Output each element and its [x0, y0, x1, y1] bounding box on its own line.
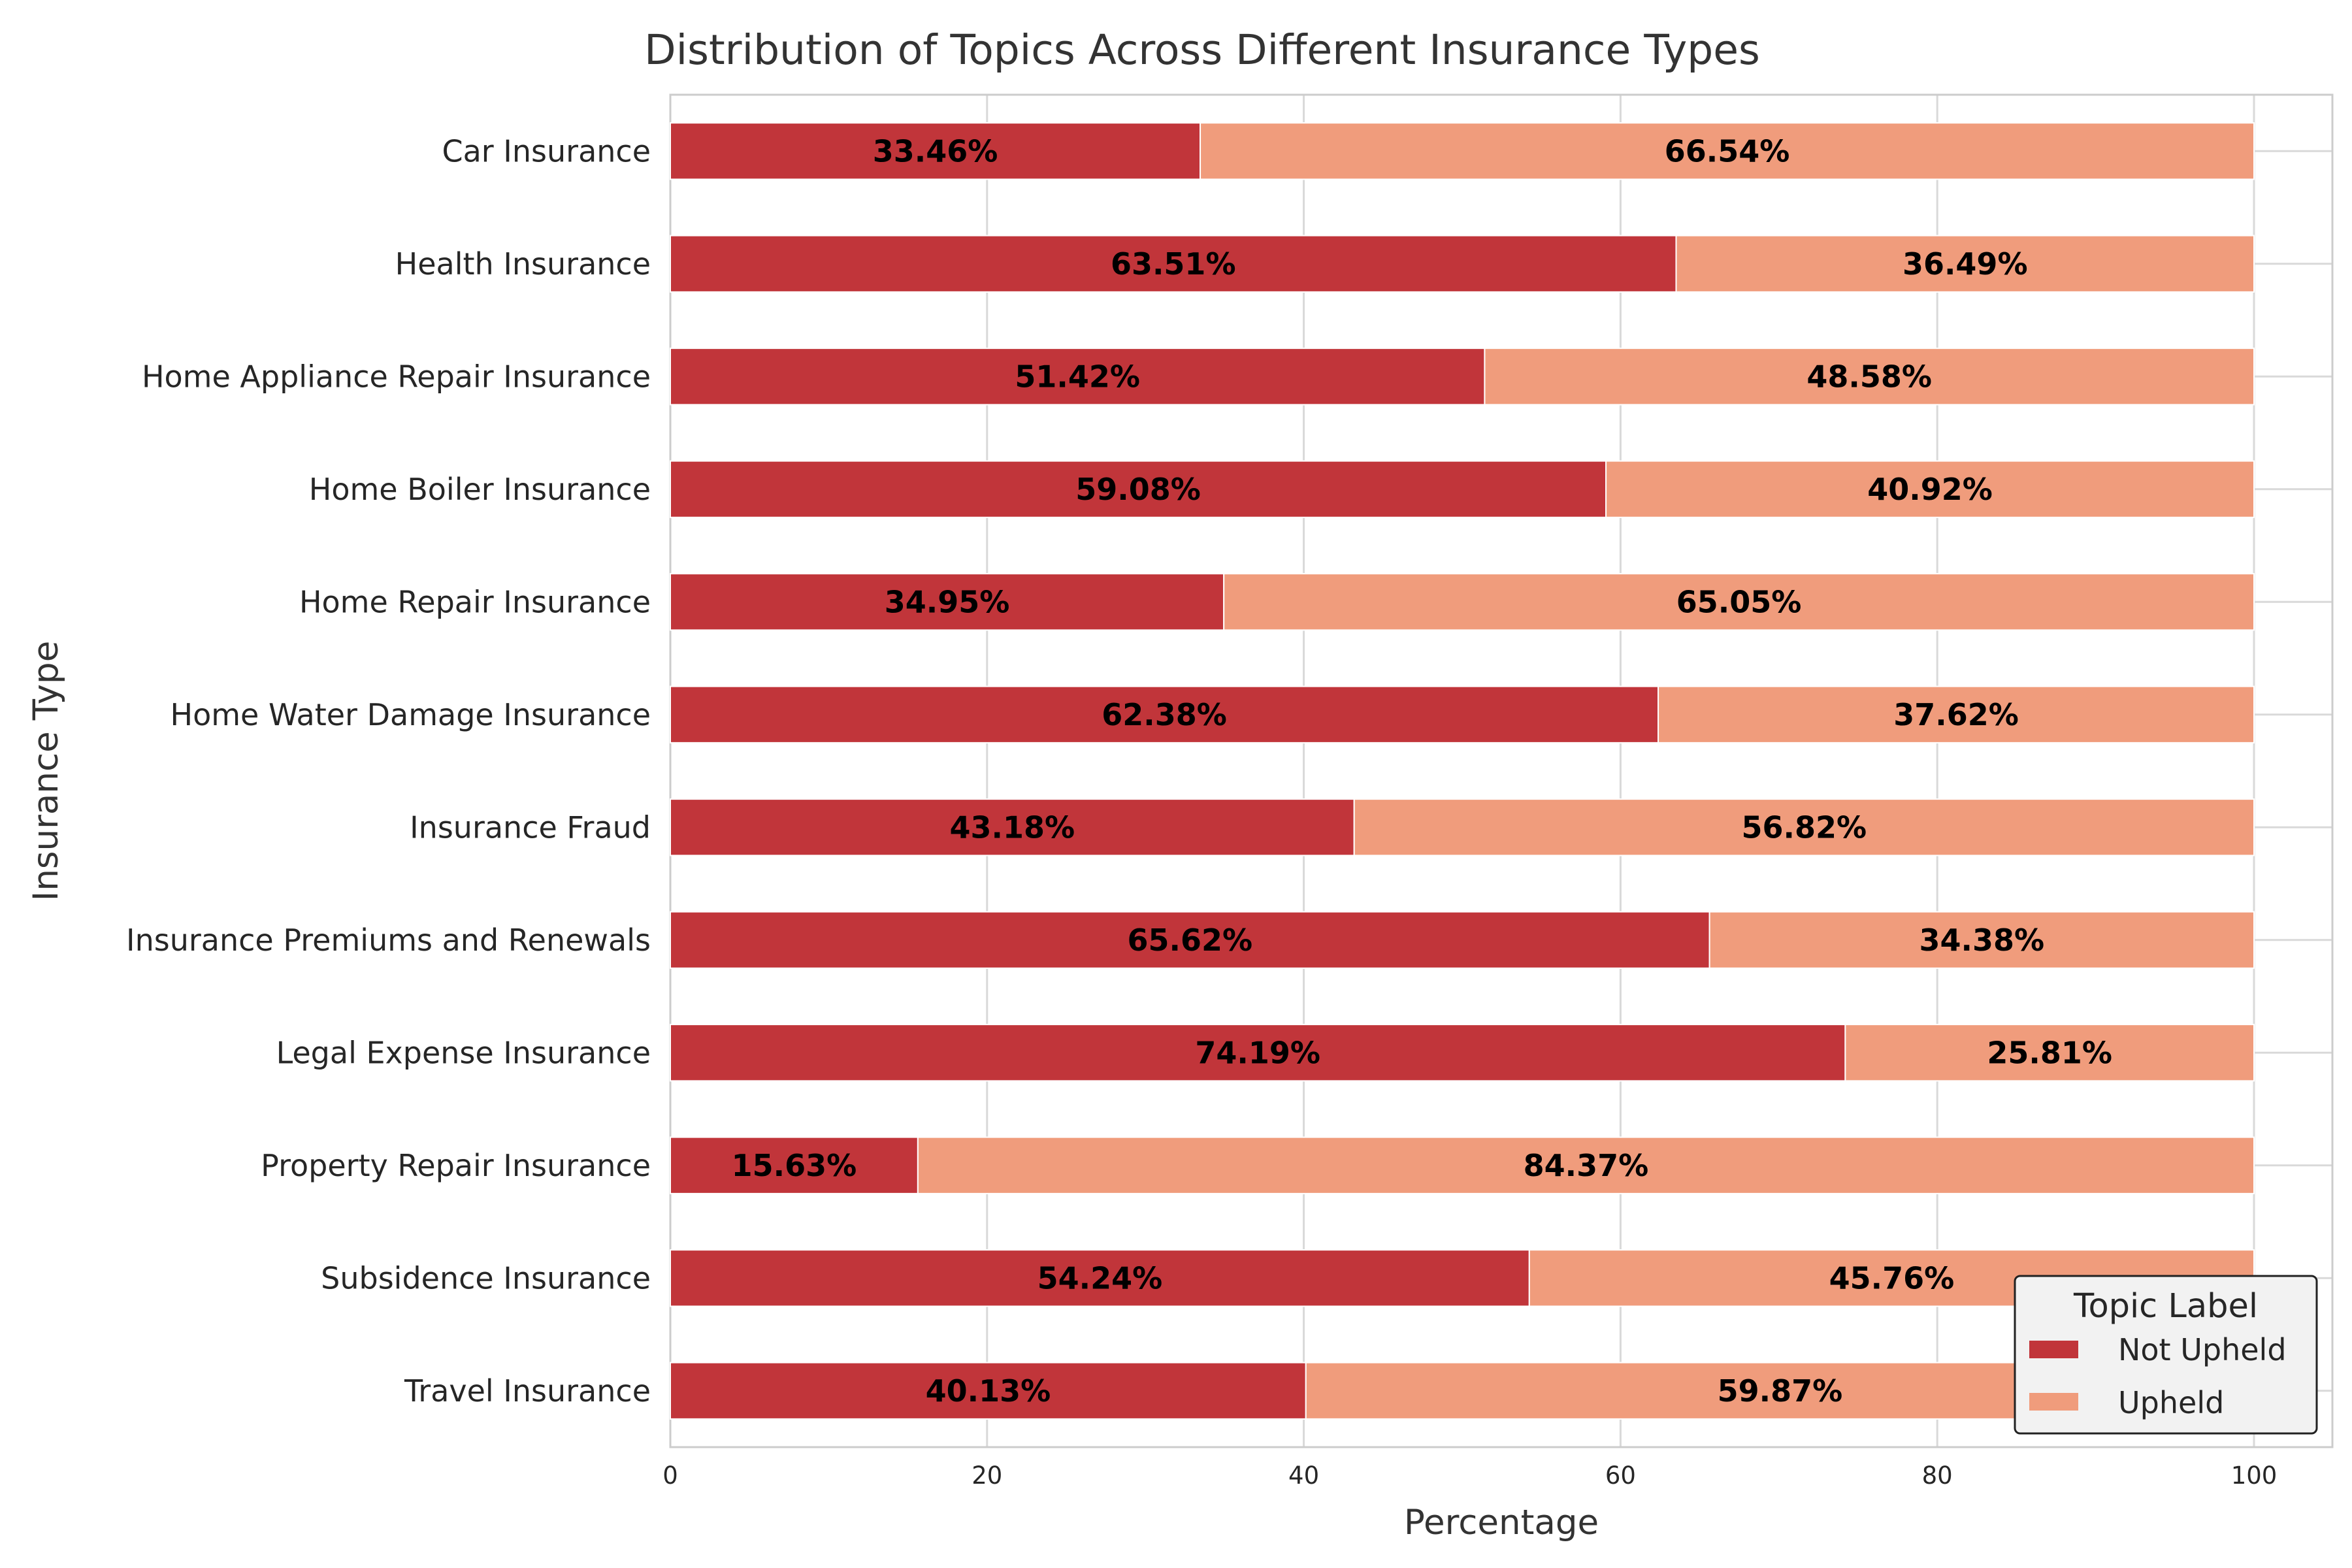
bar-value-label: 51.42% [1015, 359, 1140, 394]
y-tick-label: Insurance Premiums and Renewals [126, 923, 651, 958]
bar-value-label: 54.24% [1037, 1260, 1163, 1296]
legend-title: Topic Label [2073, 1287, 2258, 1326]
bar-upheld [1658, 685, 2255, 743]
x-axis-label: Percentage [1404, 1503, 1599, 1543]
y-tick-label: Home Appliance Repair Insurance [142, 359, 651, 394]
bar-value-label: 66.54% [1665, 133, 1790, 169]
x-tick-label: 40 [1288, 1462, 1319, 1490]
bar-value-label: 59.87% [1718, 1373, 1843, 1409]
x-tick-label: 60 [1605, 1462, 1636, 1490]
x-tick-labels-layer: 0 20 40 60 80 100 [662, 1462, 2277, 1490]
bar-value-label: 62.38% [1102, 697, 1227, 732]
plot-frame [669, 93, 2334, 1448]
bar-not-upheld [670, 911, 1710, 969]
legend-swatch-upheld [2029, 1393, 2078, 1411]
bar-not-upheld [670, 122, 1201, 180]
y-tick-label: Home Water Damage Insurance [171, 697, 651, 732]
legend-label-upheld: Upheld [2118, 1385, 2224, 1420]
bar-value-label: 36.49% [1903, 246, 2028, 282]
y-tick-label: Property Repair Insurance [261, 1148, 651, 1183]
chart-title: Distribution of Topics Across Different … [644, 26, 1760, 74]
category-labels-layer: Car Insurance Health Insurance Home Applia… [126, 133, 651, 1409]
bar-value-label: 25.81% [1987, 1035, 2112, 1070]
bar-not-upheld [670, 460, 1607, 518]
legend: Topic Label Not Upheld Upheld [2014, 1275, 2318, 1435]
bar-value-label: 37.62% [1893, 697, 2019, 732]
x-tick-label: 80 [1922, 1462, 1953, 1490]
y-tick-label: Insurance Fraud [410, 809, 651, 845]
bar-value-label: 74.19% [1195, 1035, 1320, 1070]
bar-not-upheld [670, 685, 1659, 743]
y-tick-label: Travel Insurance [404, 1373, 651, 1409]
bar-not-upheld [670, 1249, 1530, 1307]
bar-upheld [1605, 460, 2255, 518]
y-axis-label: Insurance Type [26, 641, 66, 902]
bar-not-upheld [670, 235, 1677, 293]
bar-value-label: 40.13% [926, 1373, 1051, 1409]
bar-value-label: 48.58% [1806, 359, 1932, 394]
bar-upheld [1675, 235, 2255, 293]
bar-upheld [1223, 573, 2255, 631]
bar-value-label: 84.37% [1524, 1148, 1649, 1183]
y-tick-label: Car Insurance [442, 133, 651, 169]
bar-value-label: 65.62% [1128, 923, 1253, 958]
bar-not-upheld [670, 798, 1355, 857]
y-tick-label: Health Insurance [395, 246, 651, 282]
y-tick-label: Subsidence Insurance [321, 1260, 651, 1296]
bar-upheld [917, 1136, 2255, 1194]
bar-not-upheld [670, 1362, 1307, 1420]
bar-not-upheld [670, 1024, 1846, 1082]
legend-label-not-upheld: Not Upheld [2118, 1332, 2287, 1367]
bar-not-upheld [670, 348, 1486, 406]
bar-value-label: 34.38% [1919, 923, 2045, 958]
bar-value-label: 33.46% [873, 133, 998, 169]
bar-value-label: 65.05% [1676, 584, 1802, 619]
y-tick-label: Home Repair Insurance [299, 584, 651, 619]
y-tick-label: Home Boiler Insurance [309, 472, 651, 507]
bar-upheld [1844, 1024, 2255, 1082]
bar-value-label: 40.92% [1867, 472, 1993, 507]
bar-upheld [1200, 122, 2255, 180]
legend-swatch-not-upheld [2029, 1341, 2078, 1358]
bar-not-upheld [670, 573, 1225, 631]
bar-upheld [1353, 798, 2255, 857]
x-tick-label: 0 [662, 1462, 678, 1490]
bar-not-upheld [670, 1136, 919, 1194]
legend-box [2014, 1275, 2318, 1435]
bar-value-label: 43.18% [950, 809, 1075, 845]
bar-upheld [1708, 911, 2255, 969]
bar-value-label: 45.76% [1829, 1260, 1955, 1296]
bar-value-label: 56.82% [1742, 809, 1867, 845]
bar-value-label: 15.63% [732, 1148, 857, 1183]
bar-value-label: 63.51% [1111, 246, 1236, 282]
bars-layer [670, 122, 2255, 1420]
x-tick-label: 100 [2231, 1462, 2278, 1490]
bar-value-label: 34.95% [885, 584, 1010, 619]
bar-value-label: 59.08% [1075, 472, 1201, 507]
x-tick-label: 20 [972, 1462, 1002, 1490]
bar-labels-layer: 33.46% 66.54% 63.51% 36.49% 51.42% 48.58% 59.0… [732, 133, 2112, 1409]
bar-upheld [1484, 348, 2255, 406]
y-tick-label: Legal Expense Insurance [276, 1035, 651, 1070]
